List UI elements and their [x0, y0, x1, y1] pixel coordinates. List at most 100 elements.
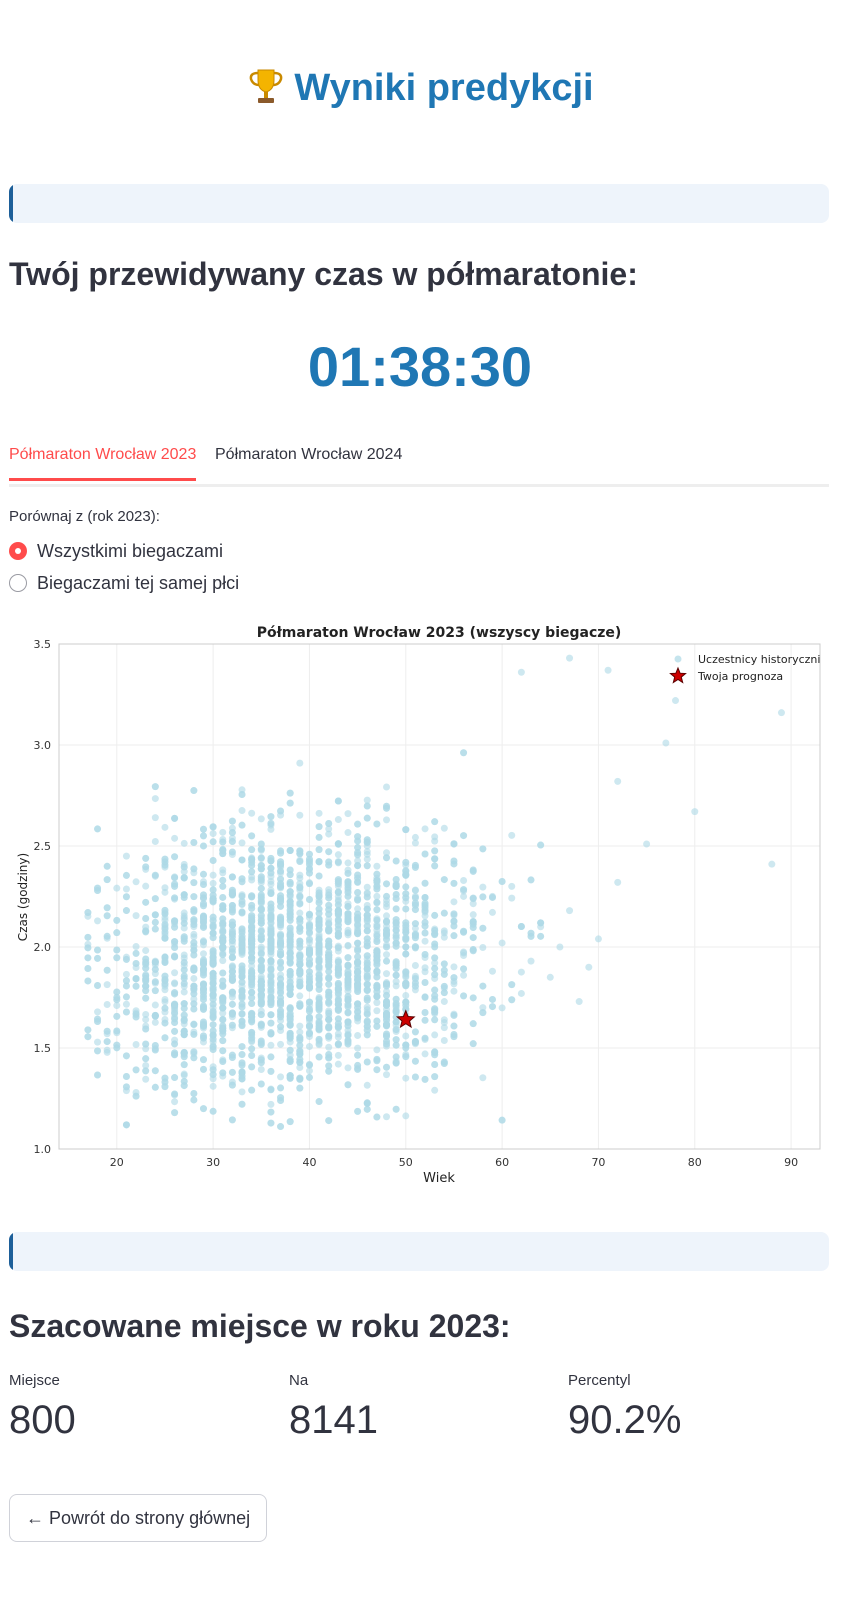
- historical-point: [122, 907, 130, 915]
- historical-point: [373, 938, 381, 946]
- historical-point: [325, 830, 333, 838]
- historical-point: [219, 1058, 227, 1066]
- historical-point: [354, 1044, 362, 1052]
- historical-point: [344, 1003, 352, 1011]
- historical-point: [431, 847, 439, 855]
- historical-point: [180, 959, 188, 967]
- historical-point: [537, 923, 545, 931]
- historical-point: [180, 1030, 188, 1038]
- historical-point: [305, 1043, 313, 1051]
- tab-2023[interactable]: Półmaraton Wrocław 2023: [9, 446, 197, 481]
- tab-2024[interactable]: Półmaraton Wrocław 2024: [215, 446, 403, 463]
- historical-point: [421, 907, 429, 915]
- historical-point: [334, 916, 342, 924]
- historical-point: [469, 911, 477, 919]
- historical-point: [334, 858, 342, 866]
- historical-point: [132, 975, 140, 983]
- historical-point: [315, 921, 323, 929]
- historical-point: [286, 897, 294, 905]
- historical-point: [498, 1116, 506, 1124]
- historical-point: [325, 1050, 333, 1058]
- historical-point: [383, 880, 391, 888]
- historical-point: [296, 1075, 304, 1083]
- historical-point: [373, 1022, 381, 1030]
- historical-point: [190, 984, 198, 992]
- historical-point: [257, 1011, 265, 1019]
- radio-all-runners[interactable]: Wszystkimi biegaczami: [9, 541, 223, 562]
- historical-point: [431, 1086, 439, 1094]
- historical-point: [113, 993, 121, 1001]
- historical-point: [219, 920, 227, 928]
- historical-point: [392, 959, 400, 967]
- back-button[interactable]: ← Powrót do strony głównej: [9, 1494, 268, 1542]
- historical-point: [151, 1018, 159, 1026]
- historical-point: [305, 936, 313, 944]
- historical-point: [305, 1067, 313, 1075]
- historical-point: [228, 1116, 236, 1124]
- historical-point: [209, 953, 217, 961]
- historical-point: [248, 832, 256, 840]
- historical-point: [277, 913, 285, 921]
- historical-point: [113, 946, 121, 954]
- historical-point: [373, 981, 381, 989]
- historical-point: [277, 1073, 285, 1081]
- historical-point: [392, 1041, 400, 1049]
- historical-point: [315, 1098, 323, 1106]
- historical-point: [604, 666, 612, 674]
- historical-point: [498, 1004, 506, 1012]
- historical-point: [286, 913, 294, 921]
- historical-point: [363, 927, 371, 935]
- historical-point: [344, 829, 352, 837]
- historical-point: [238, 1043, 246, 1051]
- historical-point: [402, 968, 410, 976]
- historical-point: [344, 1018, 352, 1026]
- historical-point: [450, 898, 458, 906]
- year-tabs: Półmaraton Wrocław 2023 Półmaraton Wrocł…: [9, 440, 829, 487]
- historical-point: [325, 1009, 333, 1017]
- historical-point: [180, 1049, 188, 1057]
- historical-point: [363, 855, 371, 863]
- historical-point: [325, 1067, 333, 1075]
- historical-point: [363, 1058, 371, 1066]
- historical-point: [161, 972, 169, 980]
- historical-point: [344, 859, 352, 867]
- historical-point: [315, 936, 323, 944]
- historical-point: [161, 1034, 169, 1042]
- historical-point: [334, 921, 342, 929]
- historical-point: [94, 884, 102, 892]
- historical-point: [440, 927, 448, 935]
- historical-point: [421, 850, 429, 858]
- historical-point: [334, 989, 342, 997]
- historical-point: [180, 914, 188, 922]
- historical-point: [122, 993, 130, 1001]
- historical-point: [517, 668, 525, 676]
- historical-point: [363, 883, 371, 891]
- historical-point: [421, 899, 429, 907]
- historical-point: [142, 882, 150, 890]
- historical-point: [113, 1002, 121, 1010]
- historical-point: [171, 1027, 179, 1035]
- historical-point: [315, 872, 323, 880]
- historical-point: [84, 944, 92, 952]
- historical-point: [238, 875, 246, 883]
- historical-point: [199, 891, 207, 899]
- historical-point: [334, 888, 342, 896]
- historical-point: [383, 1063, 391, 1071]
- historical-point: [411, 833, 419, 841]
- historical-point: [219, 882, 227, 890]
- historical-point: [315, 1013, 323, 1021]
- historical-point: [103, 1048, 111, 1056]
- historical-point: [431, 986, 439, 994]
- historical-point: [151, 957, 159, 965]
- historical-point: [238, 947, 246, 955]
- historical-point: [325, 974, 333, 982]
- historical-point: [354, 1051, 362, 1059]
- historical-point: [354, 910, 362, 918]
- historical-point: [228, 988, 236, 996]
- historical-point: [421, 1034, 429, 1042]
- radio-same-gender[interactable]: Biegaczami tej samej płci: [9, 573, 239, 594]
- historical-point: [209, 891, 217, 899]
- historical-point: [402, 890, 410, 898]
- historical-point: [113, 954, 121, 962]
- historical-point: [171, 1019, 179, 1027]
